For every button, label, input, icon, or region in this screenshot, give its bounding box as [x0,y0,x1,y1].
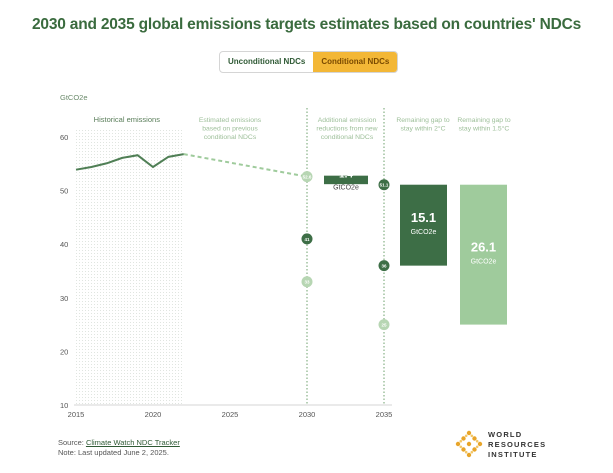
data-point-label: 25 [381,323,387,328]
annotation-text: stay within 1.5°C [459,125,510,133]
data-point-label: 52.6 [303,175,312,180]
y-tick-label: 60 [60,133,68,142]
y-axis-label: GtCO2e [60,93,88,102]
annotation-text: Remaining gap to [457,117,510,124]
y-tick-label: 50 [60,187,68,196]
x-tick-label: 2025 [222,410,239,419]
projected-emissions-line [183,153,308,178]
data-point-2030 [301,233,313,245]
annotation-text: Remaining gap to [396,117,449,124]
gap-bar [460,184,507,325]
x-tick-label: 2030 [299,410,316,419]
y-tick-label: 30 [60,294,68,303]
tab-unconditional-ndcs[interactable]: Unconditional NDCs [228,57,306,66]
footer: Source: Climate Watch NDC Tracker Note: … [58,438,180,458]
data-point-label: 51.1 [380,183,389,188]
data-point-label: 33 [304,280,310,285]
tab-conditional-ndcs[interactable]: Conditional NDCs [313,52,398,72]
note-line: Note: Last updated June 2, 2025. [58,448,169,457]
y-tick-label: 20 [60,347,68,356]
y-tick-label: 10 [60,401,68,410]
source-prefix: Source: [58,438,86,447]
data-point-2035 [378,319,390,331]
reduction-unit-label: GtCO2e [333,185,359,192]
x-tick-label: 2020 [145,410,162,419]
x-tick-label: 2015 [68,410,85,419]
data-point-2035 [378,179,390,191]
source-line: Source: Climate Watch NDC Tracker [58,438,180,448]
wri-logo-icon [455,430,483,458]
logo-line-2: RESOURCES [488,440,547,449]
wri-logo: WORLD RESOURCES INSTITUTE [454,427,574,467]
annotation-text: stay within 2°C [400,125,445,133]
annotation-text: conditional NDCs [204,134,257,141]
annotation-text: Additional emission [318,117,377,124]
data-point-2030 [301,171,313,183]
historical-shading [76,128,184,405]
data-point-label: 36 [381,264,387,269]
historical-emissions-line [75,153,184,171]
data-point-2030 [301,276,313,288]
gap-value-label: 15.1 [411,210,436,225]
data-point-2035 [378,260,390,272]
gap-value-label: 26.1 [471,240,496,255]
annotation-text: conditional NDCs [321,134,374,141]
x-tick-label: 2035 [376,410,393,419]
historical-emissions-label: Historical emissions [94,115,161,124]
gap-unit-label: GtCO2e [411,229,437,236]
source-link[interactable]: Climate Watch NDC Tracker [85,438,180,447]
gap-bar [400,184,447,266]
chart-title: 2030 and 2035 global emissions targets e… [31,16,582,33]
data-point-label: 41 [304,237,310,242]
reduction-value-label: 1.4 [339,170,353,181]
logo-line-3: INSTITUTE [488,450,538,459]
annotation-text: reductions from new [316,126,377,133]
ndc-toggle[interactable]: Unconditional NDCs Conditional NDCs [219,51,399,73]
y-tick-label: 40 [60,240,68,249]
annotation-text: based on previous [202,126,258,133]
reduction-bar [324,175,368,185]
annotation-text: Estimated emissions [199,117,262,124]
wri-logo-text: WORLD RESOURCES INSTITUTE [488,430,546,460]
gap-unit-label: GtCO2e [471,259,497,266]
logo-line-1: WORLD [488,430,523,439]
